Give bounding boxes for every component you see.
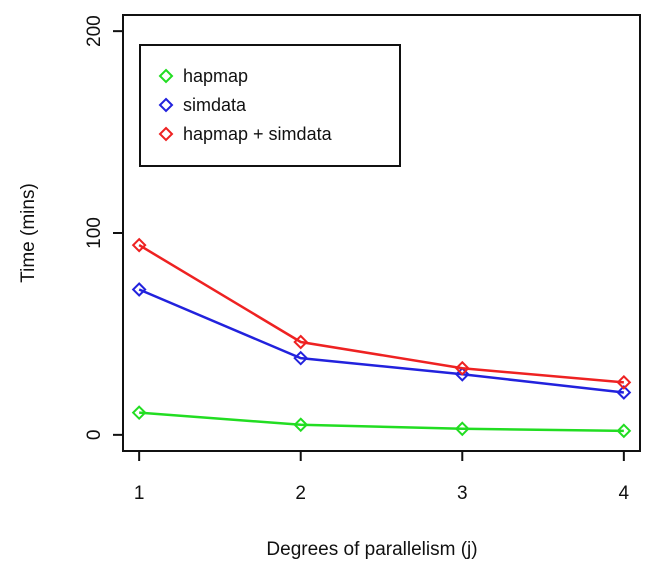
legend-label: hapmap + simdata <box>183 124 333 144</box>
data-point <box>454 421 470 437</box>
legend-marker <box>158 126 174 142</box>
x-axis: 1 2 3 4 <box>134 451 630 504</box>
series-line <box>138 244 624 384</box>
series-line <box>139 411 624 433</box>
data-point <box>616 374 632 390</box>
x-tick-label: 2 <box>295 483 306 504</box>
data-point <box>616 423 632 439</box>
series-0 <box>131 405 632 439</box>
y-tick-label: 100 <box>84 217 105 249</box>
legend-marker <box>158 68 174 84</box>
x-tick-label: 3 <box>457 483 468 504</box>
y-tick-label: 200 <box>84 15 105 47</box>
legend: hapmap simdata hapmap + simdata <box>139 44 401 167</box>
series-layer <box>131 237 632 439</box>
x-tick-label: 4 <box>619 483 630 504</box>
legend-label: simdata <box>183 95 247 115</box>
y-tick-label: 0 <box>84 430 105 441</box>
data-point <box>293 417 309 433</box>
data-point <box>293 334 309 350</box>
y-axis: 0 100 200 <box>84 15 123 440</box>
series-1 <box>131 282 632 400</box>
series-line <box>138 288 624 394</box>
legend-box <box>139 44 401 167</box>
legend-label: hapmap <box>183 66 248 86</box>
legend-marker <box>158 97 174 113</box>
data-point <box>131 237 147 253</box>
series-2 <box>131 237 632 390</box>
data-point <box>131 282 147 297</box>
data-point <box>454 366 470 382</box>
y-axis-label: Time (mins) <box>18 183 39 283</box>
data-point <box>616 385 632 400</box>
data-point <box>454 360 470 376</box>
data-point <box>293 350 309 366</box>
x-tick-label: 1 <box>134 483 145 504</box>
data-point <box>131 405 147 421</box>
x-axis-label: Degrees of parallelism (j) <box>266 539 477 560</box>
